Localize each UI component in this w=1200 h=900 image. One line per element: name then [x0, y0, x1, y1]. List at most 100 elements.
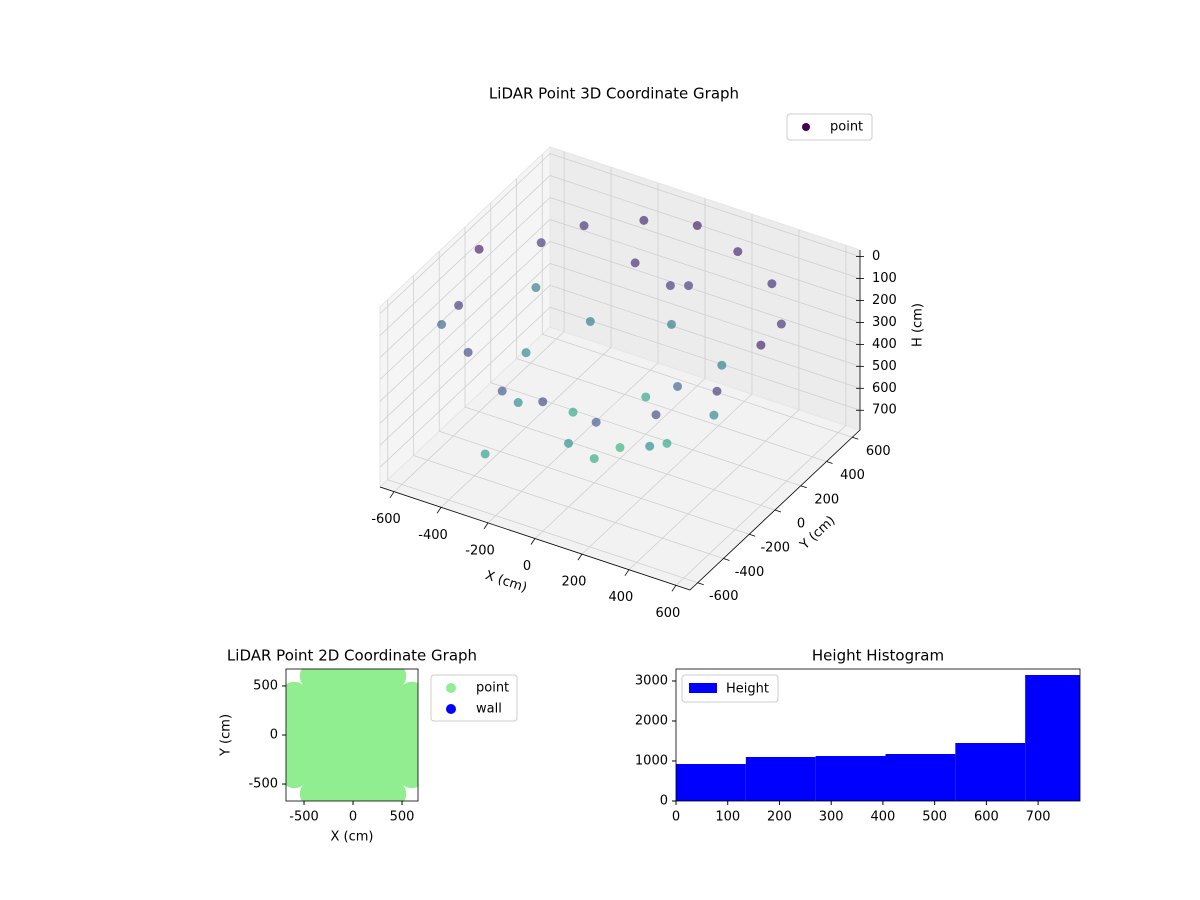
grid-line [379, 241, 551, 402]
x-tick-label: 400 [871, 810, 896, 825]
z-tick-label: 0 [872, 249, 880, 264]
point [378, 779, 407, 801]
legend-label: point [830, 120, 863, 135]
point [662, 438, 672, 448]
point [776, 319, 786, 329]
point [378, 721, 407, 749]
point [299, 740, 328, 769]
x-tick-label: -200 [465, 543, 495, 558]
y-tick-label: -500 [248, 777, 278, 792]
y-tick-label: 200 [814, 492, 839, 507]
point [692, 221, 702, 231]
point [589, 454, 599, 464]
y-axis-label: Y (cm) [219, 714, 234, 757]
point [630, 258, 640, 268]
legend-box [786, 113, 873, 141]
bar [955, 743, 1026, 801]
z-tick-label: 200 [872, 293, 897, 308]
point [299, 721, 328, 749]
x-tick-label: 500 [390, 810, 415, 825]
point [299, 760, 328, 789]
point [358, 681, 387, 710]
plot-area [286, 669, 418, 801]
x-tick [671, 585, 677, 592]
x-axis-label: X (cm) [331, 830, 374, 845]
bar [676, 764, 746, 801]
grid-line [379, 153, 551, 314]
point [712, 386, 722, 396]
point [521, 348, 531, 358]
y-tick-label: 3000 [635, 674, 668, 689]
legend-marker [802, 123, 810, 131]
grid-line [542, 333, 853, 438]
z-tick-label: 600 [872, 381, 897, 396]
x-tick-label: 300 [819, 810, 844, 825]
z-tick-label: 500 [872, 359, 897, 374]
point [568, 407, 578, 417]
y-tick [800, 485, 807, 489]
point [358, 721, 387, 749]
point [641, 392, 651, 402]
point [378, 701, 407, 730]
grid-line [439, 430, 750, 535]
grid-line [379, 219, 551, 380]
point [513, 398, 523, 408]
y-tick-label: 500 [253, 678, 278, 693]
x-tick-label: 0 [349, 810, 357, 825]
y-tick-label: 0 [660, 794, 668, 809]
z-tick-label: 400 [872, 337, 897, 352]
chart-title: LiDAR Point 3D Coordinate Graph [489, 85, 739, 103]
y-tick [697, 582, 704, 586]
x-tick-label: 100 [715, 810, 740, 825]
point [645, 441, 655, 451]
point [684, 281, 694, 291]
x-tick-label: 0 [523, 559, 531, 574]
grid-line [464, 406, 776, 511]
point [563, 438, 573, 448]
legend-label: wall [476, 702, 502, 717]
point [585, 316, 595, 326]
chart-title: LiDAR Point 2D Coordinate Graph [227, 647, 477, 665]
y-tick [852, 436, 859, 440]
x-tick [436, 507, 442, 514]
point [299, 681, 328, 710]
grid-line [549, 241, 861, 345]
x-tick [577, 553, 583, 561]
legend-marker [446, 683, 456, 693]
point [339, 760, 368, 789]
point [319, 721, 348, 749]
grid-line [549, 197, 861, 301]
point [579, 221, 589, 231]
z-tick-label: 300 [872, 315, 897, 330]
y-tick-label: 600 [866, 444, 891, 459]
point [299, 701, 328, 730]
grid-line [387, 479, 698, 584]
point [339, 740, 368, 769]
z-tick-label: 700 [872, 403, 897, 418]
point [615, 443, 625, 453]
y-axis-line [689, 429, 861, 591]
legend-label: point [476, 681, 509, 696]
point [474, 244, 484, 254]
x-tick [389, 491, 395, 498]
point [639, 215, 649, 225]
legend-marker [446, 704, 456, 714]
point [733, 247, 743, 257]
grid-line [379, 175, 551, 336]
point [358, 760, 387, 789]
point [339, 681, 368, 710]
point [651, 410, 661, 420]
point [319, 701, 348, 730]
grid-line [516, 358, 827, 462]
x-tick-label: 600 [655, 606, 680, 621]
x-tick [483, 522, 489, 530]
y-tick [774, 509, 782, 513]
point [536, 238, 546, 248]
grid-line [379, 197, 551, 358]
axes-frame [675, 668, 1081, 802]
point [665, 281, 675, 291]
point [378, 681, 407, 710]
point [358, 740, 387, 769]
x-tick-label: 600 [974, 810, 999, 825]
